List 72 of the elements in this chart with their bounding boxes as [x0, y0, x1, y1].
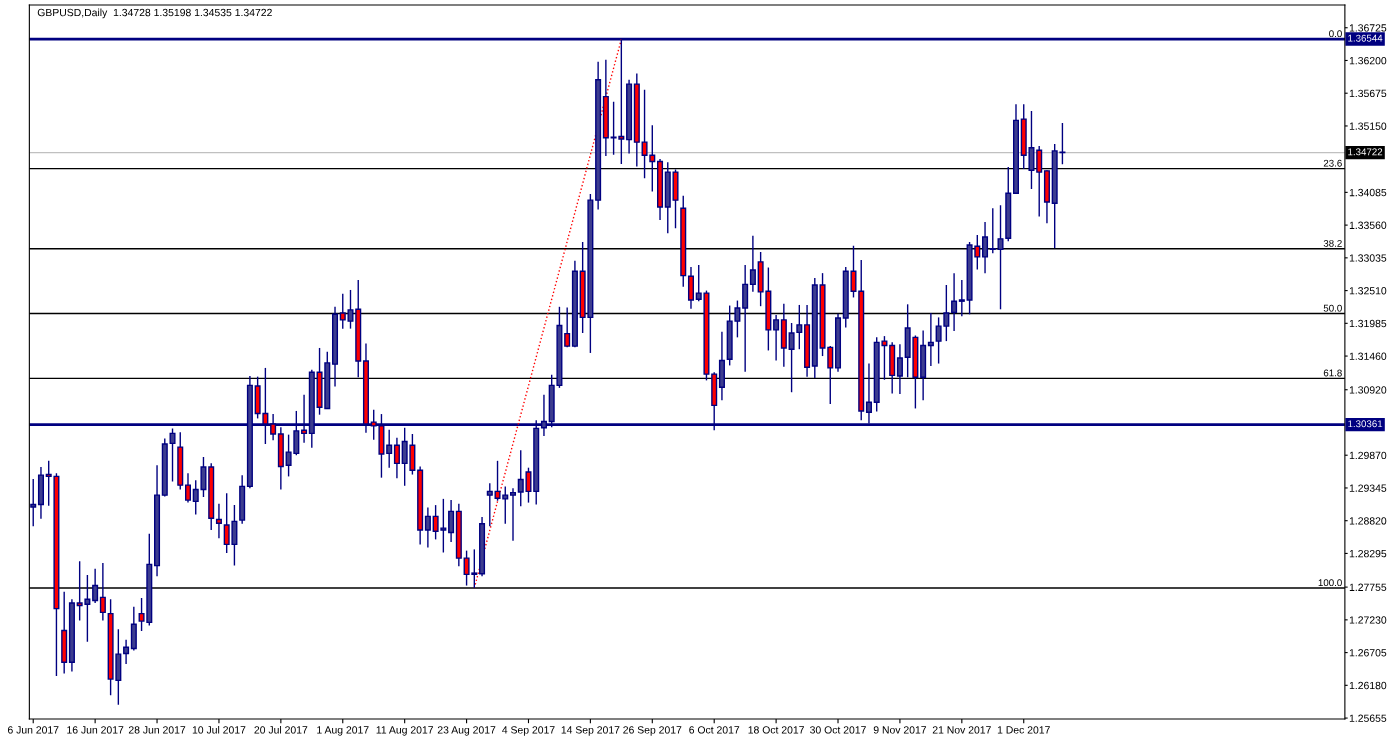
x-tick-label: 20 Jul 2017: [254, 725, 308, 734]
y-tick-label: 1.28820: [1349, 517, 1387, 525]
y-tick-label: 1.33560: [1349, 221, 1387, 229]
candlestick: [982, 221, 989, 274]
y-tick-label: 1.35675: [1349, 89, 1387, 98]
y-tick-label: 1.35150: [1349, 122, 1387, 130]
y-tick-label: 1.25655: [1349, 714, 1387, 722]
candlestick: [99, 562, 106, 622]
y-tick-label: 1.26705: [1349, 649, 1387, 657]
annotation: 38.2: [1323, 239, 1342, 247]
annotation: 100.0: [1318, 579, 1342, 587]
chart-title: GBPUSD,Daily 1.34728 1.35198 1.34535 1.34722: [37, 8, 272, 19]
y-tick-label: 1.29870: [1349, 451, 1387, 460]
candlestick: [184, 472, 192, 504]
candlestick: [486, 482, 493, 528]
x-tick-label: 10 Jul 2017: [192, 725, 246, 734]
candlestick: [927, 312, 934, 367]
candlestick: [123, 639, 130, 665]
x-tick-label: 1 Dec 2017: [997, 726, 1050, 734]
x-tick-label: 26 Sep 2017: [623, 726, 682, 736]
candlestick: [958, 279, 965, 317]
x-tick-label: 28 Jun 2017: [128, 726, 186, 734]
candlestick: [386, 428, 393, 469]
candlestick: [564, 306, 571, 349]
y-tick-label: 1.26180: [1349, 681, 1387, 690]
candlestick: [989, 207, 996, 254]
candlestick: [169, 427, 176, 483]
candlestick: [1036, 145, 1043, 218]
candlestick: [448, 499, 455, 543]
y-tick-label: 1.27755: [1349, 583, 1387, 591]
ref-line-label: 1.30361: [1348, 420, 1383, 428]
candlestick: [742, 264, 749, 373]
y-tick-label: 1.27230: [1349, 616, 1387, 624]
candlestick: [424, 506, 431, 549]
x-tick-label: 23 Aug 2017: [437, 726, 496, 736]
candlestick: [30, 478, 37, 528]
candlestick: [92, 568, 99, 604]
y-tick-label: 1.33035: [1349, 254, 1387, 262]
annotation: 23.6: [1323, 159, 1342, 167]
annotation: 50.0: [1323, 304, 1342, 312]
candlestick: [687, 266, 695, 310]
x-tick-label: 9 Nov 2017: [873, 726, 927, 734]
ref-line-label: 1.34722: [1348, 148, 1383, 156]
x-tick-label: 14 Sep 2017: [561, 726, 620, 736]
x-tick-label: 21 Nov 2017: [932, 726, 991, 734]
y-tick-label: 1.36200: [1349, 56, 1387, 65]
y-tick-label: 1.28295: [1349, 549, 1387, 558]
y-tick-label: 1.31460: [1349, 352, 1387, 360]
x-tick-label: 6 Jun 2017: [7, 726, 59, 734]
x-tick-label: 18 Oct 2017: [748, 726, 804, 734]
x-tick-label: 30 Oct 2017: [810, 726, 866, 734]
candlestick: [509, 487, 517, 542]
candlestick: [749, 235, 756, 293]
x-tick-label: 4 Sep 2017: [502, 726, 555, 736]
y-tick-label: 1.34085: [1349, 188, 1387, 197]
x-tick-label: 6 Oct 2017: [689, 726, 740, 734]
annotation: 61.8: [1323, 369, 1342, 377]
y-tick-label: 1.31985: [1349, 319, 1387, 328]
candlestick: [393, 437, 400, 479]
y-tick-label: 1.29345: [1349, 484, 1387, 492]
candlestick: [215, 503, 222, 539]
y-tick-label: 1.32510: [1349, 287, 1387, 295]
candlestick: [951, 272, 958, 332]
y-tick-label: 1.36725: [1349, 24, 1387, 32]
x-tick-label: 11 Aug 2017: [376, 726, 434, 736]
y-tick-label: 1.30920: [1349, 386, 1387, 394]
annotation: 0.0: [1329, 30, 1342, 38]
x-tick-label: 16 Jun 2017: [67, 726, 124, 734]
x-tick-label: 1 Aug 2017: [317, 726, 369, 736]
candlestick: [773, 314, 780, 362]
candlestick: [896, 343, 903, 395]
ref-line-label: 1.36544: [1348, 34, 1383, 42]
